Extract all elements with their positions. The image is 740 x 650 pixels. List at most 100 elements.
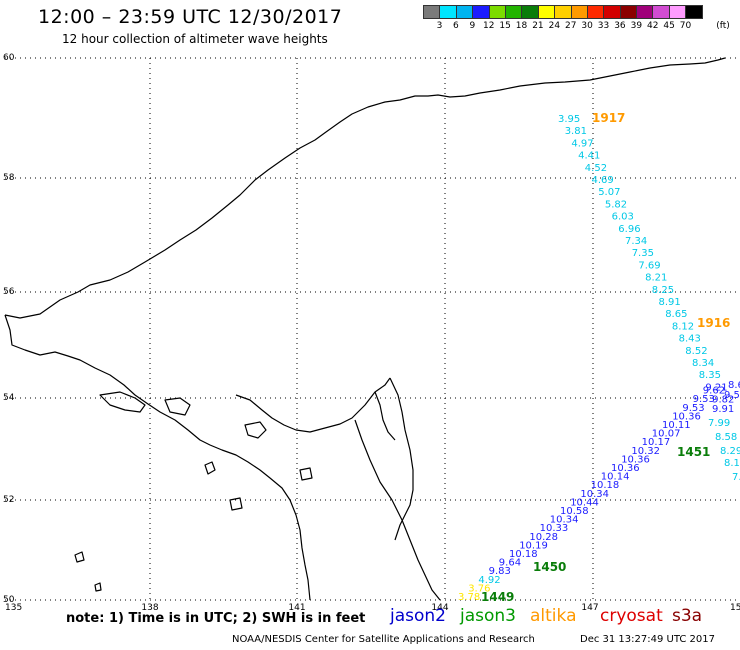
wave-height-value: 10.28 (529, 532, 558, 543)
pass-time-label: 1449 (481, 590, 514, 604)
color-scale-label: 12 (482, 21, 495, 31)
wave-height-value: 7.35 (632, 248, 654, 259)
wave-height-value: 4.69 (592, 175, 614, 186)
wave-height-value: 10.34 (580, 489, 609, 500)
wave-height-value: 7.99 (708, 418, 730, 429)
color-scale-label: 9 (469, 21, 476, 31)
color-scale-label: 3 (436, 21, 443, 31)
wave-height-value: 8.35 (699, 370, 721, 381)
lat-tick-label: 50 (3, 595, 15, 605)
wave-height-value: 9.21 (705, 382, 727, 393)
wave-height-value: 8.34 (692, 358, 714, 369)
color-scale-label: 18 (515, 21, 528, 31)
wave-height-value: 4.52 (585, 163, 607, 174)
wave-height-value: 8.21 (645, 273, 667, 284)
color-scale-label: 39 (630, 21, 643, 31)
wave-height-value: 8.65 (665, 309, 687, 320)
sakhalin-tip (374, 391, 396, 441)
wave-height-value: 9.82 (712, 395, 734, 406)
color-scale-label: 27 (564, 21, 577, 31)
color-scale-bar (423, 5, 703, 19)
color-scale-label: 70 (679, 21, 692, 31)
wave-height-value: 6.03 (612, 212, 634, 223)
wave-height-value: 10.34 (550, 515, 579, 526)
wave-height-value: 5.82 (605, 199, 627, 210)
wave-height-value: 3.78 (458, 592, 480, 603)
lat-tick-label: 60 (3, 53, 15, 63)
color-scale-label: 30 (581, 21, 593, 31)
wave-height-value: 9.64 (499, 558, 521, 569)
wave-height-value: 10.32 (631, 446, 660, 457)
map-title: 12:00 – 23:59 UTC 12/30/2017 (38, 6, 343, 28)
wave-height-value: 10.36 (621, 454, 650, 465)
lon-tick-label: 141 (288, 603, 305, 613)
wave-height-value: 7.34 (625, 236, 647, 247)
wave-height-value: 8.25 (652, 285, 674, 296)
western-coast (4, 314, 311, 601)
color-scale-labels: 3 6 9 12 15 18 21 24 27 30 33 36 39 42 45 70 (ft) (423, 21, 740, 33)
legend-altika: altika (530, 606, 577, 626)
wave-height-value: 10.18 (509, 549, 538, 560)
lon-tick-label: 147 (581, 603, 598, 613)
map-subtitle: 12 hour collection of altimeter wave hei… (62, 32, 328, 46)
footer-credit: NOAA/NESDIS Center for Satellite Applica… (232, 634, 535, 645)
wave-height-value: 10.11 (662, 420, 691, 431)
color-scale-label: 42 (646, 21, 659, 31)
amur-estuary (235, 377, 391, 433)
color-scale-label: 33 (597, 21, 610, 31)
lon-tick-label: 144 (431, 603, 448, 613)
legend-jason2: jason2 (390, 606, 446, 626)
wave-height-value: 4.97 (571, 138, 593, 149)
lat-tick-label: 58 (3, 173, 15, 183)
note-text: note: 1) Time is in UTC; 2) SWH is in fe… (66, 611, 366, 626)
lat-tick-label: 54 (3, 393, 15, 403)
legend-jason3: jason3 (460, 606, 516, 626)
wave-height-value: 3.95 (558, 114, 580, 125)
wave-height-value: 5.07 (598, 187, 620, 198)
graticule (5, 57, 740, 601)
wave-height-value: 7.69 (638, 260, 660, 271)
wave-height-value: 4.41 (578, 151, 600, 162)
shantar-islands (99, 391, 146, 413)
pass-time-label: 1450 (533, 560, 566, 574)
wave-height-value: 10.18 (591, 480, 620, 491)
wave-height-value: 8.52 (685, 346, 707, 357)
wave-height-value: 10.36 (611, 463, 640, 474)
wave-height-value: 3.76 (468, 583, 490, 594)
legend-cryosat: cryosat (600, 606, 663, 626)
wave-height-value: 10.36 (672, 411, 701, 422)
wave-height-value: 8.58 (715, 432, 737, 443)
color-scale-cell (685, 5, 703, 19)
color-scale-label: 45 (663, 21, 675, 31)
color-scale-label: 15 (499, 21, 511, 31)
wave-height-value: 8.91 (659, 297, 681, 308)
wave-height-value: 10.17 (642, 437, 671, 448)
wave-height-value: 10.14 (601, 472, 630, 483)
wave-height-value: 9.53 (682, 403, 704, 414)
coastline (4, 57, 726, 601)
wave-height-value: 9.83 (489, 566, 511, 577)
legend-s3a: s3a (672, 606, 703, 626)
island-6 (74, 551, 85, 563)
wave-height-value: 8.43 (679, 334, 701, 345)
wave-height-value: 9.53 (693, 394, 715, 405)
island-7 (94, 582, 102, 592)
island-5 (229, 497, 243, 511)
wave-height-value: 8.69 (728, 380, 740, 391)
wave-height-value: 9.91 (712, 404, 734, 415)
sakhalin-west (354, 419, 441, 601)
wave-height-value: 10.33 (540, 523, 569, 534)
wave-height-value: 8.1 (724, 458, 740, 469)
lon-tick-label: 138 (141, 603, 158, 613)
pass-time-label: 1917 (592, 111, 625, 125)
island-2 (244, 421, 267, 439)
wave-height-value: 8.29 (720, 446, 740, 457)
lat-tick-label: 52 (3, 495, 14, 505)
okhotsk-coast (4, 57, 726, 319)
lon-tick-label: 150 (730, 603, 740, 613)
color-scale-label: 6 (453, 21, 459, 31)
island-4 (299, 467, 313, 481)
map-frame (5, 58, 740, 601)
lat-tick-label: 56 (3, 287, 15, 297)
